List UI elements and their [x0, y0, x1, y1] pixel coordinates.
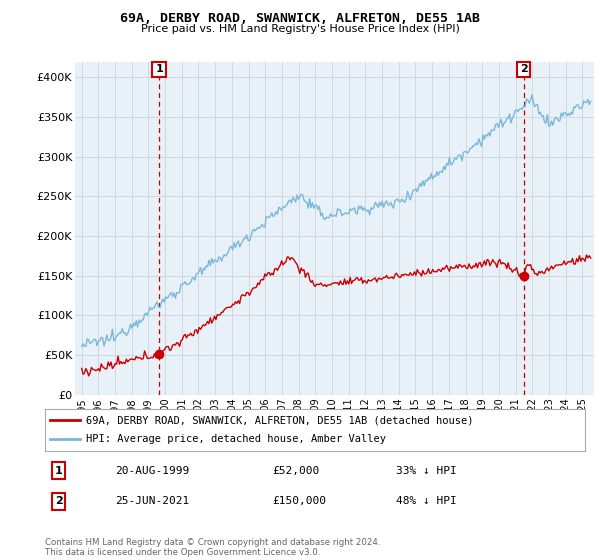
Text: £150,000: £150,000	[272, 497, 326, 506]
Text: 1: 1	[55, 465, 62, 475]
Text: 1: 1	[155, 64, 163, 74]
Text: £52,000: £52,000	[272, 465, 319, 475]
Text: 69A, DERBY ROAD, SWANWICK, ALFRETON, DE55 1AB: 69A, DERBY ROAD, SWANWICK, ALFRETON, DE5…	[120, 12, 480, 25]
Text: Price paid vs. HM Land Registry's House Price Index (HPI): Price paid vs. HM Land Registry's House …	[140, 24, 460, 34]
Text: 48% ↓ HPI: 48% ↓ HPI	[396, 497, 457, 506]
Text: 20-AUG-1999: 20-AUG-1999	[115, 465, 190, 475]
Text: 2: 2	[520, 64, 527, 74]
Text: 25-JUN-2021: 25-JUN-2021	[115, 497, 190, 506]
Text: Contains HM Land Registry data © Crown copyright and database right 2024.
This d: Contains HM Land Registry data © Crown c…	[45, 538, 380, 557]
Text: 2: 2	[55, 497, 62, 506]
Text: 69A, DERBY ROAD, SWANWICK, ALFRETON, DE55 1AB (detached house): 69A, DERBY ROAD, SWANWICK, ALFRETON, DE5…	[86, 415, 473, 425]
Text: HPI: Average price, detached house, Amber Valley: HPI: Average price, detached house, Ambe…	[86, 435, 386, 445]
Text: 33% ↓ HPI: 33% ↓ HPI	[396, 465, 457, 475]
